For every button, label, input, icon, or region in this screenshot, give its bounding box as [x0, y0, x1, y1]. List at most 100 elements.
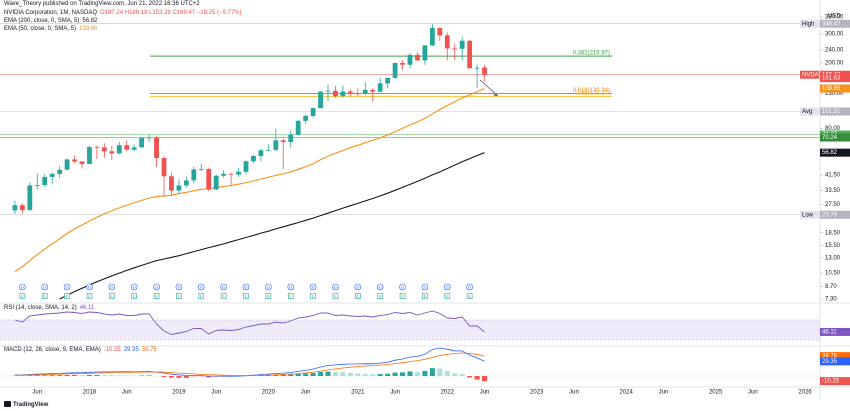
- event-label: E: [356, 293, 359, 298]
- x-tick-label: 2025: [709, 390, 723, 396]
- candle-body: [273, 140, 279, 150]
- event-label: E: [468, 293, 471, 298]
- rsi-value-label: 46.11: [822, 330, 837, 336]
- candle-body: [64, 159, 70, 170]
- event-icon: [175, 283, 183, 291]
- legend-value: 56.82: [82, 18, 98, 24]
- macd-histogram-bar: [467, 376, 473, 378]
- value-box: [820, 148, 850, 157]
- macd-histogram-bar: [325, 371, 331, 376]
- event-label: E: [379, 293, 382, 298]
- macd-histogram-bar: [347, 372, 353, 376]
- publisher: Wave_Theory published on TradingView.com…: [4, 1, 200, 7]
- legend-value: 46.11: [79, 305, 95, 311]
- event-icon: [377, 293, 383, 299]
- event-icon: [354, 283, 362, 291]
- macd-histogram-bar: [94, 374, 100, 376]
- fib-label: 0.65(125.14): [576, 91, 610, 97]
- macd-histogram-bar: [139, 375, 145, 376]
- footer-brand: TradingView: [13, 402, 49, 408]
- y-tick-label: 10.50: [825, 271, 841, 277]
- event-icon: [176, 293, 182, 299]
- event-label: D: [66, 284, 69, 289]
- candle-body: [146, 137, 152, 139]
- event-icon: [332, 283, 339, 291]
- macd-histogram-bar: [332, 371, 338, 376]
- candle-body: [288, 134, 294, 143]
- event-icon: [64, 293, 70, 299]
- event-label: D: [267, 284, 270, 289]
- x-tick-label: 2022: [441, 390, 455, 396]
- candle-body: [474, 67, 480, 69]
- macd-value-label: -10.25: [822, 379, 840, 385]
- event-label: E: [133, 293, 136, 298]
- event-icon: [444, 293, 451, 299]
- macd-histogram-bar: [206, 376, 212, 378]
- legend-ema50: EMA (50, close, 0, SMA, 5) 139.65: [4, 26, 97, 32]
- candle-body: [42, 176, 48, 186]
- event-label: D: [334, 284, 337, 289]
- event-icon: [265, 293, 272, 299]
- legend-value: -10.25: [103, 347, 121, 353]
- price-label: 101.21: [822, 109, 841, 115]
- candle-body: [400, 62, 405, 65]
- macd-histogram-bar: [318, 371, 324, 376]
- event-icon: [422, 293, 428, 299]
- candle-body: [206, 168, 212, 190]
- candle-body: [213, 175, 219, 190]
- candle-body: [467, 40, 473, 69]
- legend-macd: MACD (12, 26, close, 9, EMA, EMA) -10.25 2…: [4, 347, 157, 353]
- x-tick-label: Jun: [748, 390, 758, 396]
- candle-body: [407, 54, 413, 65]
- macd-histogram-bar: [191, 376, 197, 378]
- ma-value-label: 139.65: [822, 86, 841, 92]
- x-tick-label: 2024: [620, 390, 634, 396]
- event-label: E: [200, 293, 203, 298]
- x-tick-label: Jun: [211, 390, 221, 396]
- candle-body: [355, 93, 361, 95]
- event-icon: [86, 283, 93, 291]
- price-label: 23.79: [822, 212, 838, 218]
- candle-body: [429, 27, 435, 46]
- event-label: E: [21, 293, 24, 298]
- price-label: 70.24: [822, 135, 838, 141]
- event-label: D: [245, 284, 248, 289]
- event-icon: [421, 283, 429, 291]
- candle-body: [161, 158, 167, 177]
- value-tag-label: Low: [802, 212, 814, 218]
- event-icon: [466, 293, 473, 299]
- candle-body: [72, 159, 77, 162]
- x-tick-label: 2018: [83, 390, 97, 396]
- event-icon: [466, 283, 473, 291]
- macd-histogram-bar: [198, 376, 204, 378]
- macd-histogram-bar: [474, 376, 480, 380]
- publisher-line: Wave_Theory published on TradingView.com…: [4, 1, 200, 7]
- candle-body: [139, 137, 145, 148]
- event-label: D: [88, 284, 91, 289]
- x-tick-label: Jun: [32, 390, 42, 396]
- y-tick-label: 18.50: [825, 230, 841, 236]
- candle-body: [27, 185, 33, 211]
- macd-histogram-bar: [414, 371, 420, 376]
- event-label: E: [155, 293, 158, 298]
- event-label: D: [401, 284, 404, 289]
- event-icon: [130, 283, 138, 291]
- event-icon: [108, 283, 116, 291]
- candle-body: [87, 147, 92, 165]
- y-tick-label: 8.70: [825, 284, 837, 290]
- ma-line: [14, 87, 485, 273]
- macd-histogram-bar: [355, 373, 361, 376]
- macd-histogram-bar: [310, 372, 316, 376]
- event-icon: [197, 283, 205, 291]
- value-tag: [800, 107, 819, 116]
- candle-body: [124, 145, 130, 150]
- value-tag: [800, 70, 819, 79]
- event-icon: [243, 293, 249, 299]
- legend-name: EMA (50, close, 0, SMA, 5): [4, 26, 77, 32]
- candle-body: [12, 205, 18, 211]
- candle-body: [243, 161, 249, 172]
- macd-histogram-bar: [64, 375, 70, 376]
- macd-histogram-bar: [168, 376, 174, 378]
- value-tag: [800, 210, 819, 219]
- candle-body: [370, 89, 376, 92]
